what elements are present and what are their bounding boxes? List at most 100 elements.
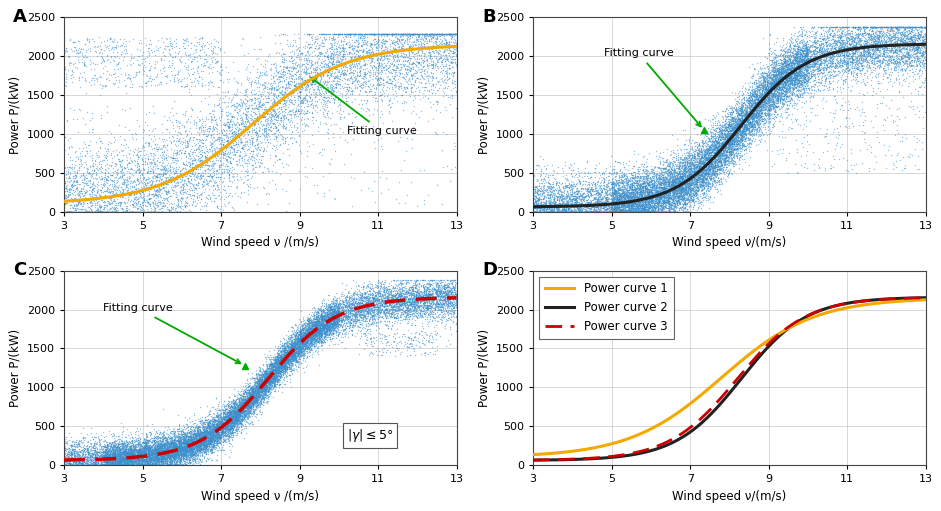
Point — [246, 389, 261, 398]
Point — [65, 456, 80, 464]
Point — [301, 69, 316, 77]
Point — [594, 197, 609, 205]
Point — [685, 195, 700, 203]
Point — [319, 323, 334, 332]
Point — [750, 74, 765, 82]
Point — [744, 119, 759, 127]
Point — [261, 377, 276, 385]
Point — [825, 162, 840, 171]
Point — [617, 199, 632, 207]
Point — [869, 104, 884, 112]
Point — [814, 22, 829, 31]
Point — [81, 207, 96, 216]
Point — [612, 207, 627, 216]
Point — [848, 22, 863, 31]
Point — [893, 46, 908, 54]
Point — [312, 324, 327, 333]
Point — [94, 461, 109, 469]
Point — [183, 165, 199, 173]
Point — [291, 338, 306, 346]
Point — [647, 207, 662, 216]
Point — [265, 376, 280, 384]
Point — [436, 30, 451, 38]
Point — [157, 442, 172, 450]
Point — [692, 159, 707, 167]
Point — [562, 207, 577, 216]
Point — [794, 61, 809, 69]
Point — [275, 343, 290, 352]
Point — [823, 58, 838, 66]
Point — [193, 441, 208, 449]
Point — [111, 155, 126, 163]
Point — [104, 458, 119, 466]
Point — [543, 191, 558, 199]
Point — [403, 32, 418, 40]
Point — [339, 328, 354, 336]
Point — [398, 309, 413, 317]
Point — [211, 410, 226, 419]
Point — [662, 207, 678, 216]
Point — [869, 26, 885, 34]
Point — [308, 327, 323, 335]
Point — [198, 439, 213, 448]
Point — [335, 51, 350, 59]
Point — [254, 372, 269, 380]
Point — [891, 61, 906, 69]
Point — [312, 328, 327, 336]
Point — [688, 138, 703, 146]
Point — [152, 185, 167, 193]
Point — [290, 123, 305, 131]
Point — [179, 207, 194, 216]
Point — [321, 325, 336, 333]
Point — [236, 398, 251, 406]
Point — [566, 195, 581, 203]
Point — [323, 316, 338, 324]
Point — [618, 185, 633, 194]
Point — [142, 444, 157, 452]
Point — [638, 207, 653, 216]
Point — [343, 63, 359, 71]
Point — [80, 461, 95, 469]
Point — [624, 207, 639, 216]
Point — [371, 304, 386, 312]
Point — [96, 448, 111, 456]
Point — [777, 57, 792, 65]
Point — [280, 352, 295, 360]
Point — [171, 440, 186, 449]
Point — [184, 455, 199, 463]
Point — [141, 450, 156, 458]
Point — [164, 443, 179, 451]
Point — [629, 207, 644, 216]
Point — [142, 457, 157, 465]
Point — [409, 293, 424, 301]
Point — [314, 330, 329, 338]
Point — [606, 207, 621, 216]
Point — [68, 461, 83, 469]
Point — [616, 171, 631, 179]
Point — [407, 295, 423, 304]
Point — [599, 183, 614, 192]
Point — [791, 52, 806, 60]
Point — [699, 194, 714, 202]
Point — [104, 455, 119, 463]
Point — [894, 34, 909, 42]
Point — [273, 353, 288, 361]
Point — [665, 178, 680, 187]
Point — [705, 121, 720, 129]
Point — [742, 119, 758, 127]
Point — [170, 450, 185, 458]
Point — [65, 454, 80, 462]
Point — [707, 145, 722, 153]
Point — [898, 57, 913, 65]
Point — [410, 30, 425, 38]
Point — [754, 94, 769, 102]
Point — [599, 186, 614, 194]
Point — [59, 207, 74, 216]
Point — [124, 454, 139, 462]
Point — [207, 145, 222, 153]
Point — [691, 176, 706, 184]
Point — [230, 91, 245, 100]
Point — [693, 159, 708, 167]
Point — [299, 316, 314, 324]
Point — [227, 418, 242, 426]
